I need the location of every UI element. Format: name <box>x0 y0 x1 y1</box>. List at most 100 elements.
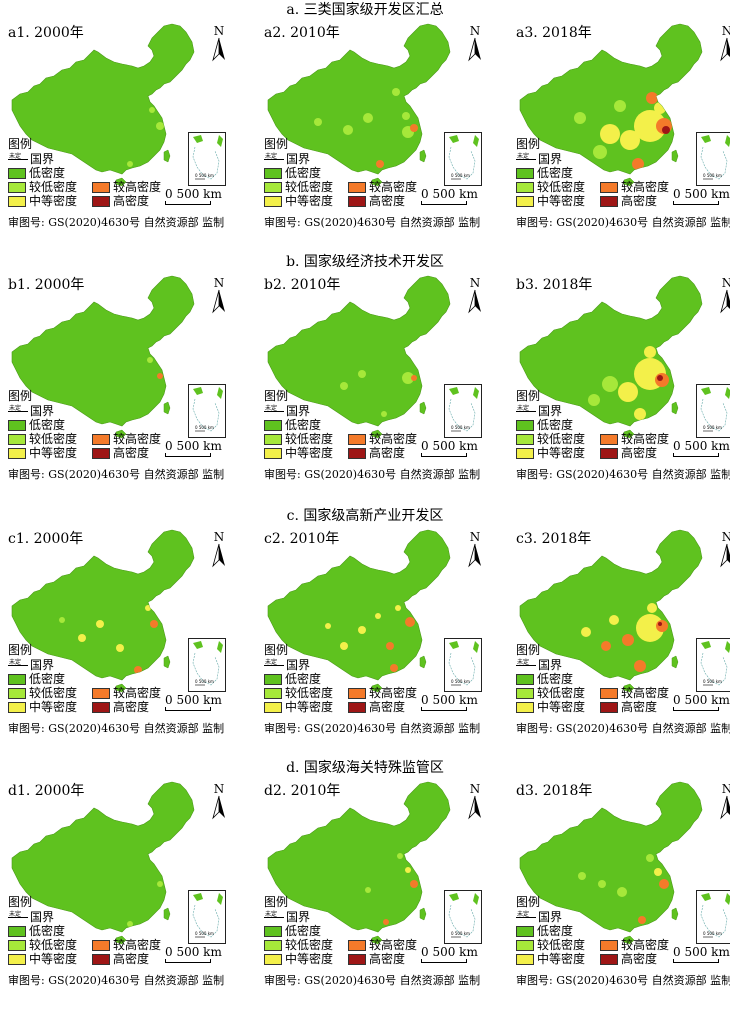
scale-bar: 0 500 km <box>673 439 730 457</box>
legend-item: 低密度 <box>8 166 65 180</box>
svg-text:N: N <box>722 24 730 38</box>
density-hotspot <box>662 126 670 134</box>
legend-item: 高密度 <box>348 446 405 460</box>
hainan-island <box>623 429 635 439</box>
legend-item: 中等密度 <box>264 952 333 966</box>
hainan-island <box>115 683 127 693</box>
legend-swatch <box>8 168 26 179</box>
legend-label: 低密度 <box>29 418 66 432</box>
legend-item: 低密度 <box>8 924 65 938</box>
scale-label: 0 500 km <box>165 693 222 707</box>
legend-swatch <box>600 196 618 207</box>
svg-text:0 500 km: 0 500 km <box>703 425 722 430</box>
legend-label: 高密度 <box>621 446 658 460</box>
legend-label: 较低密度 <box>29 938 78 952</box>
legend-label: 较低密度 <box>285 686 334 700</box>
taiwan-island <box>419 655 427 669</box>
china-density-map <box>519 275 703 439</box>
map-panel: b1. 2000年 N 0 500 km 图例 未定 国界 低密度 较低密度 中等密度 较高… <box>2 274 245 506</box>
legend-item: 低密度 <box>264 924 321 938</box>
scale-bar: 0 500 km <box>421 945 478 963</box>
density-hotspot <box>598 880 606 888</box>
section-title: b. 国家级经济技术开发区 <box>286 254 444 270</box>
legend-item: 低密度 <box>516 672 573 686</box>
border-label: 国界 <box>30 658 55 672</box>
density-hotspot <box>622 634 634 646</box>
svg-text:0 500 km: 0 500 km <box>451 173 470 178</box>
north-arrow-icon: N <box>465 24 485 64</box>
section-title: c. 国家级高新产业开发区 <box>286 508 444 524</box>
density-hotspot <box>127 161 133 167</box>
border-label: 国界 <box>538 658 563 672</box>
north-arrow-icon: N <box>209 530 229 570</box>
china-density-map <box>519 529 703 693</box>
map-review-number: 审图号: GS(2020)4630号 自然资源部 监制 <box>264 974 481 987</box>
svg-text:N: N <box>470 530 481 544</box>
legend-item: 较高密度 <box>348 432 417 446</box>
china-mainland <box>11 275 195 427</box>
taiwan-island <box>163 907 171 921</box>
taiwan-island <box>671 149 679 163</box>
legend-item: 高密度 <box>600 700 657 714</box>
scale-label: 0 500 km <box>421 187 478 201</box>
legend-item: 中等密度 <box>264 700 333 714</box>
legend-label: 低密度 <box>285 166 322 180</box>
density-hotspot <box>376 160 384 168</box>
legend-label: 中等密度 <box>29 194 78 208</box>
map-review-number: 审图号: GS(2020)4630号 自然资源部 监制 <box>8 974 225 987</box>
legend-label: 高密度 <box>113 446 150 460</box>
panel-label: c2. 2010年 <box>264 531 340 547</box>
border-line-icon: 未定 <box>516 153 536 160</box>
border-line-icon: 未定 <box>264 153 284 160</box>
svg-text:N: N <box>214 24 225 38</box>
density-hotspot <box>614 100 626 112</box>
border-label: 国界 <box>30 404 55 418</box>
svg-text:N: N <box>722 276 730 290</box>
legend-item: 高密度 <box>92 446 149 460</box>
legend-item: 中等密度 <box>264 446 333 460</box>
legend-label: 低密度 <box>29 672 66 686</box>
legend-label: 较低密度 <box>29 686 78 700</box>
map-review-number: 审图号: GS(2020)4630号 自然资源部 监制 <box>264 722 481 735</box>
density-hotspot <box>405 867 411 873</box>
density-hotspot <box>411 375 417 381</box>
panel-label: a2. 2010年 <box>264 25 340 41</box>
density-hotspot <box>397 853 403 859</box>
legend-swatch <box>348 702 366 713</box>
density-hotspot <box>343 125 353 135</box>
legend-label: 低密度 <box>537 166 574 180</box>
taiwan-island <box>163 655 171 669</box>
legend-border-item: 未定 国界 <box>516 402 562 419</box>
legend-swatch <box>8 940 26 951</box>
border-line-icon: 未定 <box>516 659 536 666</box>
density-hotspot <box>147 357 153 363</box>
density-hotspot <box>150 620 158 628</box>
density-hotspot <box>392 88 400 96</box>
density-hotspot <box>157 373 163 379</box>
legend-swatch <box>8 674 26 685</box>
hainan-island <box>115 429 127 439</box>
legend-swatch <box>264 940 282 951</box>
svg-text:N: N <box>214 782 225 796</box>
taiwan-island <box>163 401 171 415</box>
taiwan-island <box>671 401 679 415</box>
undefined-border-label: 未定 <box>517 659 530 666</box>
density-hotspot <box>647 603 657 613</box>
density-hotspot <box>325 623 331 629</box>
density-hotspot <box>381 411 387 417</box>
density-hotspot <box>636 614 664 642</box>
north-arrow-icon: N <box>465 782 485 822</box>
svg-text:0 500 km: 0 500 km <box>195 425 214 430</box>
svg-text:0 500 km: 0 500 km <box>195 173 214 178</box>
legend-label: 低密度 <box>29 924 66 938</box>
china-mainland <box>11 23 195 175</box>
border-label: 国界 <box>30 152 55 166</box>
legend-swatch <box>264 182 282 193</box>
legend-title: 图例 <box>8 895 33 909</box>
undefined-border-label: 未定 <box>517 911 530 918</box>
legend-label: 较高密度 <box>113 180 162 194</box>
legend-item: 较低密度 <box>8 686 77 700</box>
map-review-number: 审图号: GS(2020)4630号 自然资源部 监制 <box>264 216 481 229</box>
legend-item: 较高密度 <box>348 938 417 952</box>
density-hotspot <box>405 617 415 627</box>
